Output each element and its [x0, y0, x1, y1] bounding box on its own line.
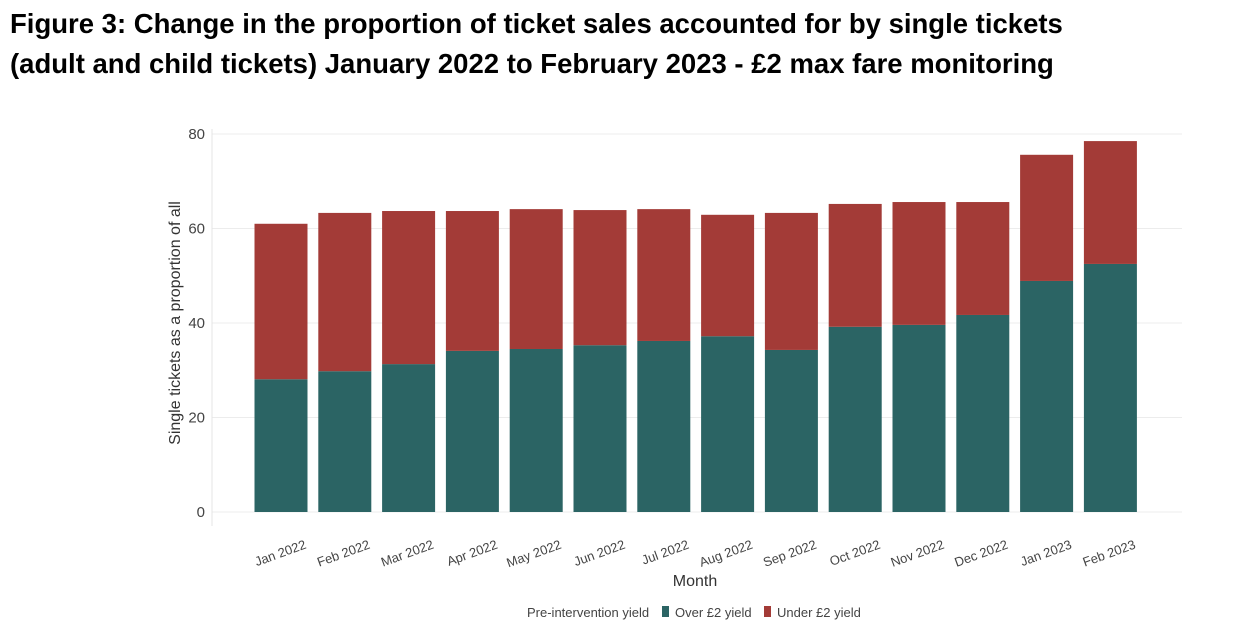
legend-title: Pre-intervention yield: [527, 605, 649, 620]
bar-over-apr-2022: [445, 350, 499, 512]
bar-under-may-2022: [509, 209, 563, 349]
title-line-1: Figure 3: Change in the proportion of ti…: [10, 8, 1063, 39]
bar-under-jan-2023: [1020, 154, 1074, 281]
legend-label-under: Under £2 yield: [777, 605, 861, 620]
bar-under-apr-2022: [445, 211, 499, 351]
x-tick-label: Nov 2022: [889, 537, 946, 570]
x-tick-label: Jun 2022: [572, 537, 627, 569]
x-tick-label: Feb 2023: [1081, 537, 1138, 570]
bar-under-jun-2022: [573, 210, 627, 346]
bar-over-jul-2022: [637, 340, 691, 512]
bar-over-jan-2023: [1020, 280, 1074, 512]
x-tick-label: Jan 2023: [1018, 537, 1073, 569]
legend-swatch-over: [662, 606, 669, 617]
x-tick-label: Jul 2022: [640, 537, 691, 568]
bar-over-jan-2022: [254, 379, 308, 512]
bar-over-feb-2023: [1083, 263, 1137, 512]
bar-over-mar-2022: [382, 364, 436, 512]
x-tick-label: Oct 2022: [828, 537, 883, 569]
bar-under-oct-2022: [828, 203, 882, 327]
bar-under-jul-2022: [637, 209, 691, 341]
x-tick-label: Mar 2022: [379, 537, 436, 570]
title-line-2: (adult and child tickets) January 2022 t…: [10, 48, 1054, 79]
legend: Pre-intervention yield Over £2 yield Und…: [527, 605, 861, 620]
legend-label-over: Over £2 yield: [675, 605, 752, 620]
x-axis-title: Month: [673, 573, 717, 590]
y-tick-label: 60: [188, 221, 205, 238]
bar-under-sep-2022: [764, 212, 818, 350]
bar-over-jun-2022: [573, 345, 627, 512]
bar-over-dec-2022: [956, 314, 1010, 512]
bar-over-oct-2022: [828, 326, 882, 512]
bar-under-jan-2022: [254, 223, 308, 380]
bar-under-feb-2023: [1083, 141, 1137, 264]
y-tick-label: 20: [188, 410, 205, 427]
x-tick-label: Feb 2022: [315, 537, 372, 570]
y-tick-label: 40: [188, 315, 205, 332]
bar-over-nov-2022: [892, 324, 946, 512]
bar-under-nov-2022: [892, 202, 946, 325]
bar-under-mar-2022: [382, 211, 436, 365]
x-tick-label: Aug 2022: [697, 537, 754, 570]
bar-under-feb-2022: [318, 212, 372, 372]
y-tick-label: 80: [188, 126, 205, 143]
x-tick-label: May 2022: [504, 537, 563, 571]
bar-over-sep-2022: [764, 349, 818, 512]
y-tick-label: 0: [197, 504, 205, 521]
x-tick-label: Sep 2022: [761, 537, 818, 570]
x-tick-label: Apr 2022: [445, 537, 500, 569]
bar-under-aug-2022: [701, 214, 755, 337]
bar-over-feb-2022: [318, 371, 372, 512]
bar-over-aug-2022: [701, 336, 755, 512]
legend-swatch-under: [764, 606, 771, 617]
bar-over-may-2022: [509, 348, 563, 512]
y-axis-title: Single tickets as a proportion of all: [167, 201, 184, 445]
bar-under-dec-2022: [956, 202, 1010, 315]
x-tick-label: Dec 2022: [952, 537, 1009, 570]
figure-title: Figure 3: Change in the proportion of ti…: [10, 4, 1063, 84]
x-tick-label: Jan 2022: [253, 537, 308, 569]
